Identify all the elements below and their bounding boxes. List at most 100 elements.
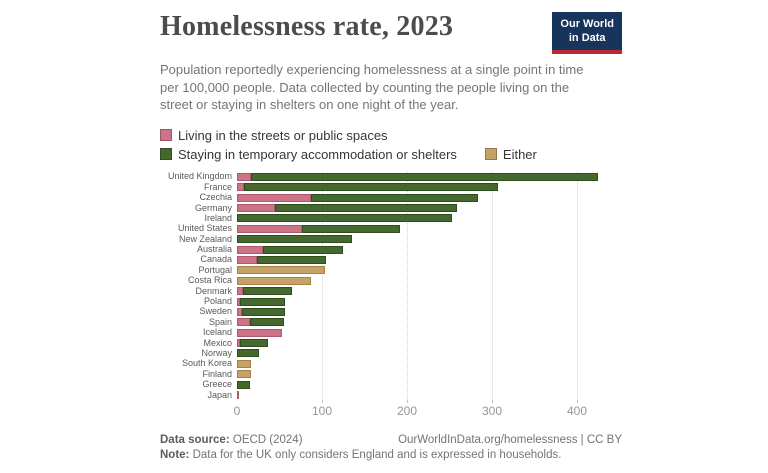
bar-segment-shelters: [237, 214, 453, 223]
bar-segment-shelters: [302, 224, 401, 233]
axis-tick-label: 100: [311, 404, 333, 419]
legend-item: Living in the streets or public spaces: [160, 128, 388, 143]
legend-item: Staying in temporary accommodation or sh…: [160, 147, 457, 162]
bar-row: Denmark: [160, 286, 622, 296]
footer-note: Note: Data for the UK only considers Eng…: [160, 449, 622, 461]
bar-row: Iceland: [160, 328, 622, 338]
bar-segment-streets: [237, 183, 244, 192]
stacked-bar: [237, 287, 293, 296]
legend-label: Living in the streets or public spaces: [178, 127, 388, 143]
data-source-label: Data source:: [160, 434, 230, 447]
bar-segment-either: [237, 370, 251, 379]
axis-tickmark: [407, 400, 408, 404]
stacked-bar: [237, 214, 453, 223]
country-label: Czechia: [199, 192, 232, 203]
bar-row: Germany: [160, 203, 622, 213]
stacked-bar: [237, 183, 498, 192]
stacked-bar: [237, 224, 401, 233]
country-label: Australia: [196, 244, 232, 255]
bar-row: Sweden: [160, 307, 622, 317]
country-label: Greece: [202, 379, 232, 390]
bar-segment-streets: [237, 318, 250, 327]
bar-segment-either: [237, 359, 251, 368]
stacked-bar: [237, 276, 311, 285]
legend: Living in the streets or public spaces St…: [160, 126, 622, 164]
bar-segment-shelters: [257, 255, 327, 264]
bar-segment-streets: [237, 297, 240, 306]
bar-segment-streets: [237, 307, 243, 316]
bar-segment-shelters: [263, 245, 344, 254]
gridlines: [237, 171, 622, 401]
gridline: [407, 171, 408, 401]
bar-segment-shelters: [242, 287, 293, 296]
stacked-bar: [237, 391, 239, 400]
bar-segment-streets: [237, 391, 239, 400]
bar-segment-shelters: [239, 339, 269, 348]
gridline: [492, 171, 493, 401]
stacked-bar: [237, 328, 283, 337]
chart-card: Homelessness rate, 2023 Our World in Dat…: [160, 11, 622, 461]
stacked-bar: [237, 245, 344, 254]
bar-segment-streets: [237, 172, 251, 181]
bar-row: Canada: [160, 255, 622, 265]
chart-plot-area: United Kingdom France Czechia Germany Irelan…: [160, 171, 622, 401]
legend-label: Staying in temporary accommodation or sh…: [178, 146, 457, 162]
axis-tick-label: 200: [396, 404, 418, 419]
x-axis: 0 100 200 300 400: [233, 400, 622, 420]
axis-tickmark: [577, 400, 578, 404]
bar-segment-shelters: [250, 172, 599, 181]
country-label: Sweden: [199, 306, 232, 317]
bar-segment-shelters: [249, 318, 284, 327]
axis-tick-label: 0: [233, 404, 241, 419]
bar-segment-shelters: [239, 297, 286, 306]
header: Homelessness rate, 2023 Our World in Dat…: [160, 11, 622, 54]
country-label: Finland: [202, 368, 232, 379]
country-label: South Korea: [181, 358, 232, 369]
stacked-bar-chart: United Kingdom France Czechia Germany Irelan…: [160, 171, 622, 421]
bar-row: South Korea: [160, 359, 622, 369]
bar-row: United Kingdom: [160, 172, 622, 182]
axis-tick-label: 400: [566, 404, 588, 419]
bar-segment-either: [237, 276, 311, 285]
owid-logo-line2: in Data: [568, 31, 606, 44]
stacked-bar: [237, 297, 286, 306]
bar-segment-shelters: [275, 204, 458, 212]
bar-row: Ireland: [160, 213, 622, 223]
stacked-bar: [237, 359, 251, 368]
stacked-bar: [237, 255, 327, 264]
bar-row: United States: [160, 224, 622, 234]
axis-tickmark: [492, 400, 493, 404]
stacked-bar: [237, 318, 284, 327]
bar-row: France: [160, 182, 622, 192]
bar-segment-streets: [237, 287, 243, 296]
legend-label: Either: [502, 146, 537, 162]
page-title: Homelessness rate, 2023: [160, 11, 454, 42]
country-label: New Zealand: [178, 233, 232, 244]
bar-row: Norway: [160, 348, 622, 358]
data-source-value: OECD (2024): [232, 434, 303, 447]
bar-segment-either: [237, 266, 325, 275]
bar-segment-streets: [237, 339, 240, 348]
owid-logo[interactable]: Our World in Data: [552, 12, 622, 54]
country-label: Denmark: [195, 285, 232, 296]
country-label: Germany: [194, 202, 232, 213]
owid-logo-line1: Our World: [560, 18, 614, 30]
chart-subtitle: Population reportedly experiencing homel…: [160, 62, 584, 113]
bar-segment-shelters: [237, 349, 260, 358]
country-label: Ireland: [204, 212, 232, 223]
bar-row: Australia: [160, 244, 622, 254]
stacked-bar: [237, 193, 479, 202]
bar-segment-streets: [237, 328, 283, 337]
stacked-bar: [237, 380, 250, 389]
country-label: Iceland: [202, 327, 232, 338]
bar-segment-streets: [237, 204, 276, 212]
attribution-link[interactable]: OurWorldInData.org/homelessness | CC BY: [398, 434, 622, 447]
stacked-bar: [237, 204, 458, 212]
bar-row: Costa Rica: [160, 276, 622, 286]
note-label: Note:: [160, 449, 190, 462]
bar-segment-streets: [237, 255, 258, 264]
legend-item: Either: [484, 146, 537, 162]
axis-tickmark: [322, 400, 323, 404]
note-value: Data for the UK only considers England a…: [192, 449, 562, 462]
country-label: Portugal: [198, 264, 232, 275]
